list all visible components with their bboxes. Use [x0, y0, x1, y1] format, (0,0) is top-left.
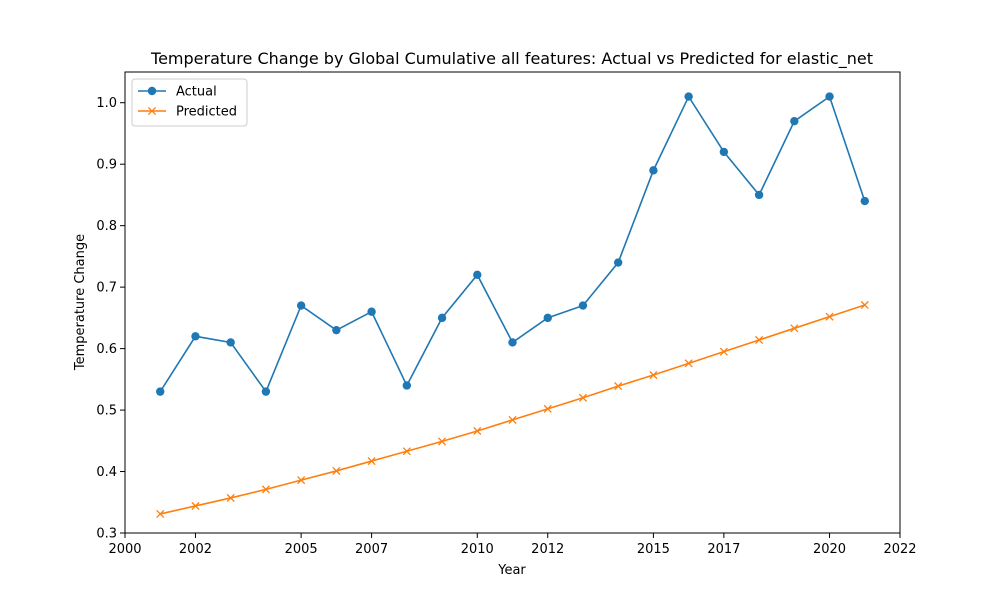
actual-data-point	[649, 166, 658, 175]
predicted-data-point	[156, 509, 165, 519]
actual-data-point	[825, 92, 834, 101]
actual-legend-label: Actual	[176, 85, 217, 100]
predicted-data-point	[437, 437, 447, 446]
x-tick-label: 2005	[285, 542, 318, 557]
y-tick-label: 0.8	[96, 219, 117, 234]
predicted-data-point	[790, 324, 799, 333]
y-tick-label: 1.0	[96, 96, 117, 111]
x-tick-label: 2017	[707, 542, 740, 557]
actual-data-point	[754, 190, 764, 200]
x-axis: 2000 2002 2005 2007 2010 2012 2015 2017 2020 2022	[108, 533, 917, 557]
predicted-legend-marker	[147, 106, 157, 116]
actual-data-point	[261, 387, 271, 396]
actual-data-point	[543, 313, 552, 323]
predicted-data-point	[543, 404, 552, 413]
y-axis: 0.3 0.4 0.5 0.6 0.7 0.8 0.9 1.0	[96, 96, 125, 542]
x-tick-label: 2000	[108, 542, 141, 557]
predicted-data-point	[649, 370, 658, 380]
predicted-data-point	[261, 485, 270, 494]
actual-series-line	[159, 94, 866, 394]
y-tick-label: 0.7	[96, 281, 117, 296]
actual-data-point	[226, 338, 235, 347]
x-tick-label: 2002	[179, 542, 212, 557]
actual-data-point	[296, 301, 306, 310]
actual-data-point	[613, 258, 623, 267]
predicted-data-point	[191, 501, 200, 511]
predicted-data-point	[825, 312, 834, 321]
predicted-legend-label: Predicted	[176, 105, 237, 120]
actual-data-point	[191, 332, 200, 341]
x-axis-label: Year	[497, 563, 526, 578]
predicted-data-point	[508, 415, 517, 424]
actual-data-point	[790, 116, 799, 126]
predicted-data-point	[578, 393, 588, 402]
actual-data-point	[332, 325, 341, 335]
actual-data-point	[578, 301, 588, 310]
plot-area	[156, 92, 869, 519]
actual-data-point	[367, 307, 376, 316]
x-tick-label: 2015	[637, 542, 670, 557]
predicted-data-point	[719, 347, 728, 356]
predicted-data-point	[297, 476, 306, 485]
predicted-data-point	[614, 382, 623, 391]
predicted-data-point	[473, 426, 482, 436]
x-tick-label: 2022	[883, 542, 916, 557]
actual-data-point	[402, 381, 412, 390]
predicted-data-point	[226, 493, 235, 503]
y-tick-label: 0.4	[96, 465, 117, 480]
y-tick-label: 0.3	[96, 527, 117, 542]
chart-title: Temperature Change by Global Cumulative …	[150, 49, 873, 69]
actual-data-point	[437, 313, 447, 323]
actual-legend-marker	[147, 86, 157, 96]
x-tick-label: 2020	[813, 542, 846, 557]
y-axis-label: Temperature Change	[73, 234, 88, 371]
y-tick-label: 0.9	[96, 158, 117, 173]
x-tick-label: 2010	[461, 542, 494, 557]
predicted-data-point	[332, 466, 341, 475]
actual-data-point	[860, 196, 869, 206]
x-tick-label: 2012	[531, 542, 564, 557]
actual-data-point	[156, 387, 165, 396]
actual-data-point	[719, 147, 729, 157]
actual-data-point	[508, 338, 517, 347]
predicted-data-point	[755, 335, 764, 345]
actual-data-point	[473, 270, 482, 280]
actual-data-point	[684, 92, 693, 101]
legend: Actual Predicted	[131, 78, 248, 127]
predicted-data-point	[684, 359, 693, 368]
predicted-data-point	[860, 300, 869, 310]
predicted-series-line	[160, 304, 866, 515]
predicted-data-point	[402, 447, 411, 456]
axes-frame	[124, 71, 901, 534]
predicted-data-point	[367, 457, 376, 466]
x-tick-label: 2007	[355, 542, 388, 557]
y-tick-label: 0.5	[96, 404, 117, 419]
y-tick-label: 0.6	[96, 342, 117, 357]
